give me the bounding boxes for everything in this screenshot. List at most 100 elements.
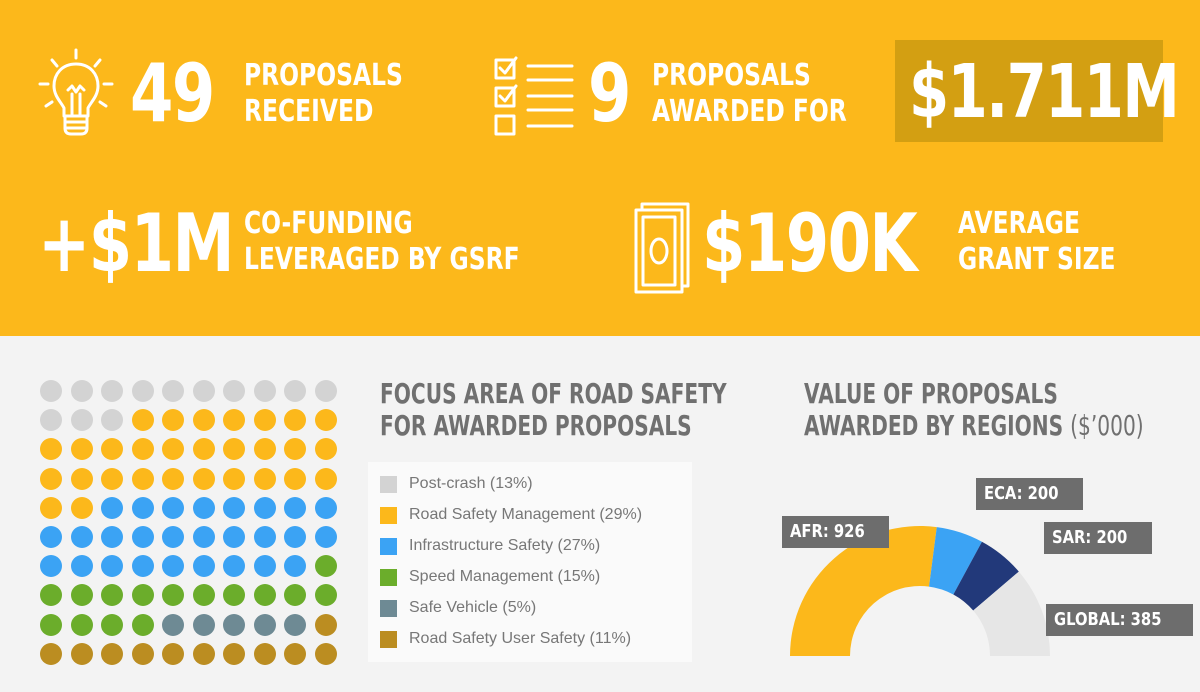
- focus-area-legend: Post-crash (13%) Road Safety Management (…: [368, 462, 692, 662]
- focus-area-title-line1: FOCUS AREA OF ROAD SAFETY: [380, 377, 727, 410]
- waffle-dot: [253, 526, 276, 548]
- waffle-dot: [284, 613, 306, 636]
- waffle-dot: [223, 438, 245, 461]
- waffle-dot: [101, 496, 123, 519]
- legend-label: Safe Vehicle (5%): [409, 599, 537, 616]
- waffle-dot: [70, 555, 93, 578]
- waffle-dot: [40, 555, 62, 578]
- waffle-dot: [70, 380, 93, 402]
- waffle-dot: [40, 380, 62, 402]
- waffle-dot: [162, 613, 184, 636]
- waffle-dot: [253, 496, 276, 519]
- waffle-dot: [131, 409, 154, 432]
- waffle-dot: [70, 526, 93, 548]
- waffle-dot: [70, 613, 93, 636]
- legend-label: Road Safety Management (29%): [409, 506, 643, 523]
- total-awarded-value: $1.711M: [909, 49, 1180, 135]
- waffle-dot: [131, 642, 154, 665]
- waffle-dot: [192, 467, 215, 490]
- checklist-icon: [494, 56, 574, 136]
- waffle-dot: [192, 496, 215, 519]
- legend-item: Post-crash (13%): [380, 472, 533, 496]
- proposals-received-value: 49: [130, 47, 215, 140]
- waffle-dot: [314, 555, 337, 578]
- waffle-dot: [253, 409, 276, 432]
- waffle-dot: [101, 584, 123, 607]
- legend-item: Safe Vehicle (5%): [380, 596, 536, 620]
- waffle-dot: [284, 380, 306, 402]
- legend-label: Speed Management (15%): [409, 568, 601, 585]
- legend-swatch: [380, 630, 397, 648]
- waffle-dot: [162, 555, 184, 578]
- waffle-dot: [162, 584, 184, 607]
- proposals-awarded-label: PROPOSALS AWARDED FOR: [652, 58, 847, 130]
- proposals-awarded-line2: AWARDED FOR: [652, 94, 847, 129]
- waffle-dot: [101, 555, 123, 578]
- waffle-dot: [223, 409, 245, 432]
- money-bill-icon: [634, 202, 690, 294]
- waffle-dot: [40, 526, 62, 548]
- waffle-dot: [162, 438, 184, 461]
- waffle-dot: [101, 409, 123, 432]
- waffle-dot: [131, 526, 154, 548]
- legend-swatch: [380, 568, 397, 586]
- waffle-dot: [101, 438, 123, 461]
- waffle-dot: [101, 613, 123, 636]
- co-funding-line2: LEVERAGED BY GSRF: [244, 242, 520, 277]
- co-funding-line1: CO-FUNDING: [244, 206, 413, 241]
- waffle-dot: [40, 438, 62, 461]
- waffle-dot: [314, 642, 337, 665]
- legend-label: Road Safety User Safety (11%): [409, 630, 632, 647]
- donut-slice-sar: [953, 541, 1019, 611]
- co-funding-label: CO-FUNDING LEVERAGED BY GSRF: [244, 206, 520, 278]
- region-label-afr: AFR: 926: [782, 516, 890, 548]
- average-grant-label: AVERAGE GRANT SIZE: [958, 206, 1116, 278]
- waffle-dot: [253, 642, 276, 665]
- waffle-dot: [314, 467, 337, 490]
- waffle-dot: [131, 613, 154, 636]
- legend-item: Road Safety User Safety (11%): [380, 627, 631, 651]
- waffle-dot: [253, 380, 276, 402]
- waffle-dot: [162, 380, 184, 402]
- legend-item: Infrastructure Safety (27%): [380, 534, 600, 558]
- waffle-dot: [101, 642, 123, 665]
- regions-title: VALUE OF PROPOSALS AWARDED BY REGIONS ($…: [804, 378, 1144, 442]
- legend-swatch: [380, 537, 397, 555]
- waffle-dot: [131, 555, 154, 578]
- waffle-dot: [284, 409, 306, 432]
- waffle-dot: [40, 496, 62, 519]
- waffle-dot: [131, 496, 154, 519]
- waffle-dot: [314, 526, 337, 548]
- legend-label: Post-crash (13%): [409, 475, 533, 492]
- waffle-dot: [192, 584, 215, 607]
- waffle-dot: [284, 584, 306, 607]
- waffle-dot: [314, 584, 337, 607]
- waffle-dot: [284, 642, 306, 665]
- waffle-dot: [40, 584, 62, 607]
- focus-area-title: FOCUS AREA OF ROAD SAFETY FOR AWARDED PR…: [380, 378, 727, 442]
- legend-swatch: [380, 506, 397, 524]
- waffle-dot: [253, 438, 276, 461]
- regions-unit: ($’000): [1070, 409, 1144, 442]
- waffle-dot: [101, 526, 123, 548]
- waffle-dot: [223, 584, 245, 607]
- donut-slice-eca: [929, 527, 982, 595]
- waffle-dot: [131, 584, 154, 607]
- waffle-dot: [192, 438, 215, 461]
- waffle-dot: [314, 380, 337, 402]
- waffle-dot: [223, 555, 245, 578]
- waffle-dot: [40, 409, 62, 432]
- legend-item: Speed Management (15%): [380, 565, 600, 589]
- co-funding-value: +$1M: [38, 197, 235, 290]
- waffle-dot: [253, 613, 276, 636]
- waffle-dot: [70, 496, 93, 519]
- waffle-dot: [162, 409, 184, 432]
- waffle-dot: [192, 613, 215, 636]
- waffle-dot: [192, 555, 215, 578]
- region-label-global: GLOBAL: 385: [1046, 604, 1194, 636]
- waffle-dot: [101, 380, 123, 402]
- waffle-dot: [284, 496, 306, 519]
- waffle-dot: [131, 467, 154, 490]
- waffle-dot: [40, 467, 62, 490]
- regions-half-donut-chart: [790, 526, 1050, 656]
